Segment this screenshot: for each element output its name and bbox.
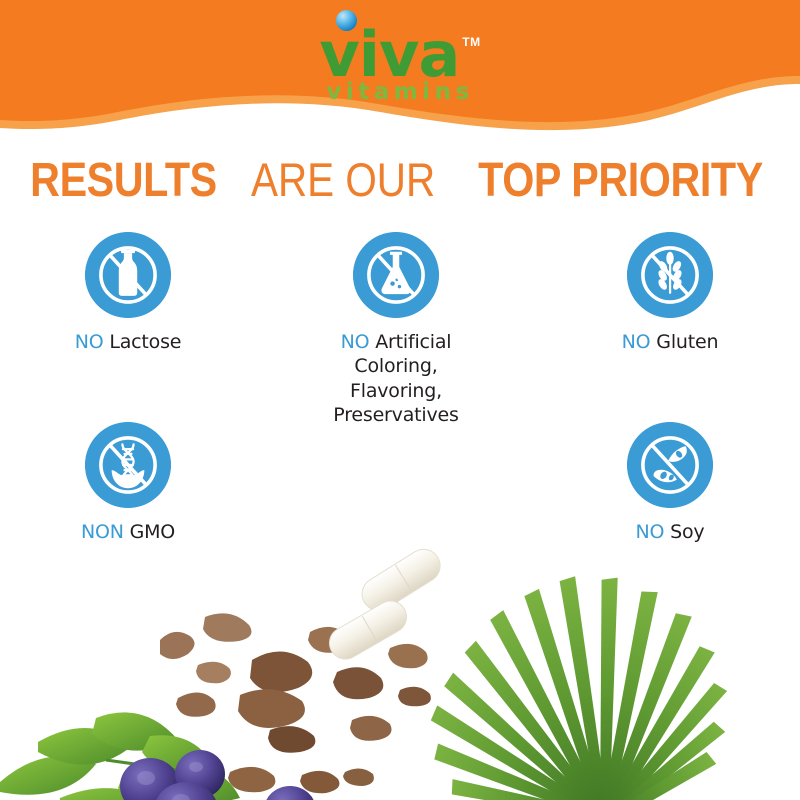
dried-root-pieces-photo: [153, 613, 431, 798]
badge-label-no-lactose: NO Lactose: [23, 330, 233, 354]
headline-part-are-our: ARE OUR: [250, 153, 436, 206]
badge-prefix: NO: [621, 331, 651, 353]
palm-frond-photo: [430, 576, 728, 800]
badge-line-2: Coloring,: [354, 355, 438, 378]
logo-viva-label: viva: [319, 18, 460, 91]
badge-text-artificial: Artificial: [375, 331, 452, 353]
non-gmo-icon: [85, 422, 171, 508]
wave-main-shape: [0, 0, 800, 123]
badge-prefix: NO: [635, 521, 665, 543]
badge-label-no-soy: NO Soy: [565, 520, 775, 544]
no-artificial-icon: [353, 232, 439, 318]
badge-text: Lactose: [109, 331, 182, 353]
badge-line-1: NO NO Artificial Artificial: [291, 330, 501, 354]
headline-part-results: RESULTS: [29, 154, 217, 207]
logo-vitamins-label: vitamins: [326, 79, 474, 106]
badge-no-lactose[interactable]: NO Lactose: [23, 232, 233, 354]
badge-text: GMO: [129, 521, 176, 543]
headline-part-top-priority: TOP PRIORITY: [477, 154, 763, 207]
logo-sphere-dot-icon: [336, 10, 358, 31]
no-gluten-icon: [627, 232, 713, 318]
no-lactose-icon: [85, 232, 171, 318]
badge-line-4: Preservatives: [333, 403, 459, 426]
page-title: RESULTS ARE OUR TOP PRIORITY: [0, 152, 800, 208]
badge-no-gluten[interactable]: NO Gluten: [565, 232, 775, 354]
badge-no-artificial[interactable]: NO NO Artificial Artificial Coloring, Fl…: [291, 232, 501, 427]
purple-berries-photo: [120, 750, 314, 800]
white-capsules-photo: [328, 548, 441, 660]
badge-label-non-gmo: NON GMO: [23, 520, 233, 544]
header-wave-banner: [0, 0, 800, 150]
badge-text: Soy: [670, 521, 705, 543]
badge-text: Gluten: [656, 331, 719, 353]
logo-wordmark-row: viva TM: [319, 10, 481, 86]
badge-label-no-gluten: NO Gluten: [565, 330, 775, 354]
logo-trademark-symbol: TM: [462, 35, 481, 49]
badge-prefix: NON: [80, 521, 124, 543]
claims-badge-grid: NO Lactose NO NO Ar: [0, 232, 800, 592]
brand-logo: viva TM vitamins: [0, 10, 800, 116]
no-soy-icon: [627, 422, 713, 508]
logo-viva-text: viva: [319, 10, 460, 86]
badge-label-no-artificial: NO NO Artificial Artificial Coloring, Fl…: [291, 330, 501, 427]
badge-prefix: NO: [74, 331, 104, 353]
badge-non-gmo[interactable]: NON GMO: [23, 422, 233, 544]
badge-line-3: Flavoring,: [350, 379, 442, 402]
badge-prefix: NO: [340, 331, 370, 353]
badge-no-soy[interactable]: NO Soy: [565, 422, 775, 544]
ingredients-photo: [0, 520, 800, 800]
